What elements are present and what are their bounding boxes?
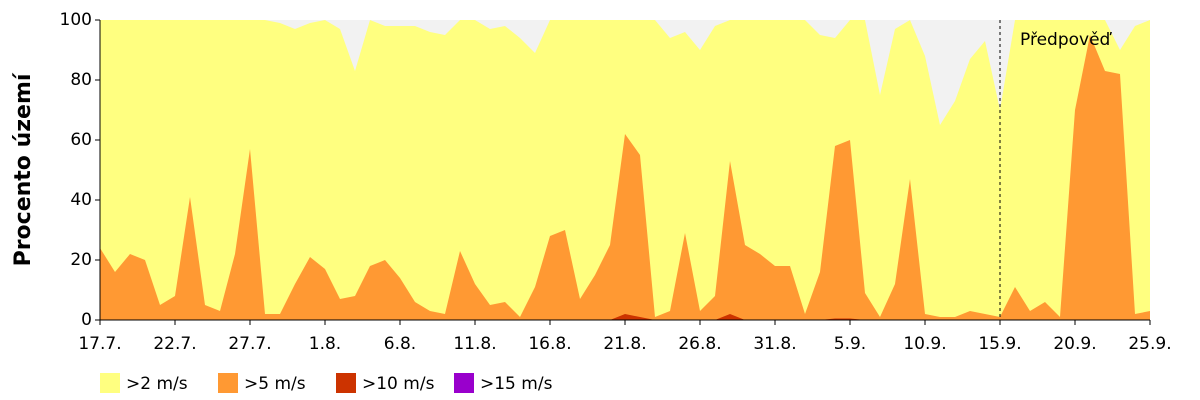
y-tick-label: 100: [60, 10, 92, 30]
y-tick-label: 60: [70, 130, 92, 150]
legend-swatch: [218, 373, 238, 393]
x-tick-label: 5.9.: [834, 334, 866, 354]
y-tick-label: 0: [81, 310, 92, 330]
y-axis-label: Procento území: [11, 72, 36, 266]
legend-swatch: [454, 373, 474, 393]
legend-swatch: [336, 373, 356, 393]
legend-label: >5 m/s: [244, 374, 306, 394]
x-tick-label: 21.8.: [603, 334, 646, 354]
y-tick-label: 40: [70, 190, 92, 210]
area: [100, 314, 1150, 320]
x-tick-label: 11.8.: [453, 334, 496, 354]
x-tick-label: 15.9.: [978, 334, 1021, 354]
x-tick-label: 25.9.: [1128, 334, 1171, 354]
x-tick-label: 6.8.: [384, 334, 416, 354]
forecast-label: Předpověď: [1020, 30, 1113, 50]
x-tick-label: 17.7.: [78, 334, 121, 354]
legend-label: >15 m/s: [480, 374, 553, 394]
x-tick-label: 20.9.: [1053, 334, 1096, 354]
legend-label: >2 m/s: [126, 374, 188, 394]
y-tick-label: 80: [70, 70, 92, 90]
x-tick-label: 27.7.: [228, 334, 271, 354]
x-tick-label: 22.7.: [153, 334, 196, 354]
x-tick-label: 16.8.: [528, 334, 571, 354]
x-tick-label: 10.9.: [903, 334, 946, 354]
x-tick-label: 31.8.: [753, 334, 796, 354]
x-tick-label: 26.8.: [678, 334, 721, 354]
legend-label: >10 m/s: [362, 374, 435, 394]
x-tick-label: 1.8.: [309, 334, 341, 354]
legend-swatch: [100, 373, 120, 393]
y-tick-label: 20: [70, 250, 92, 270]
area: [100, 35, 1150, 320]
